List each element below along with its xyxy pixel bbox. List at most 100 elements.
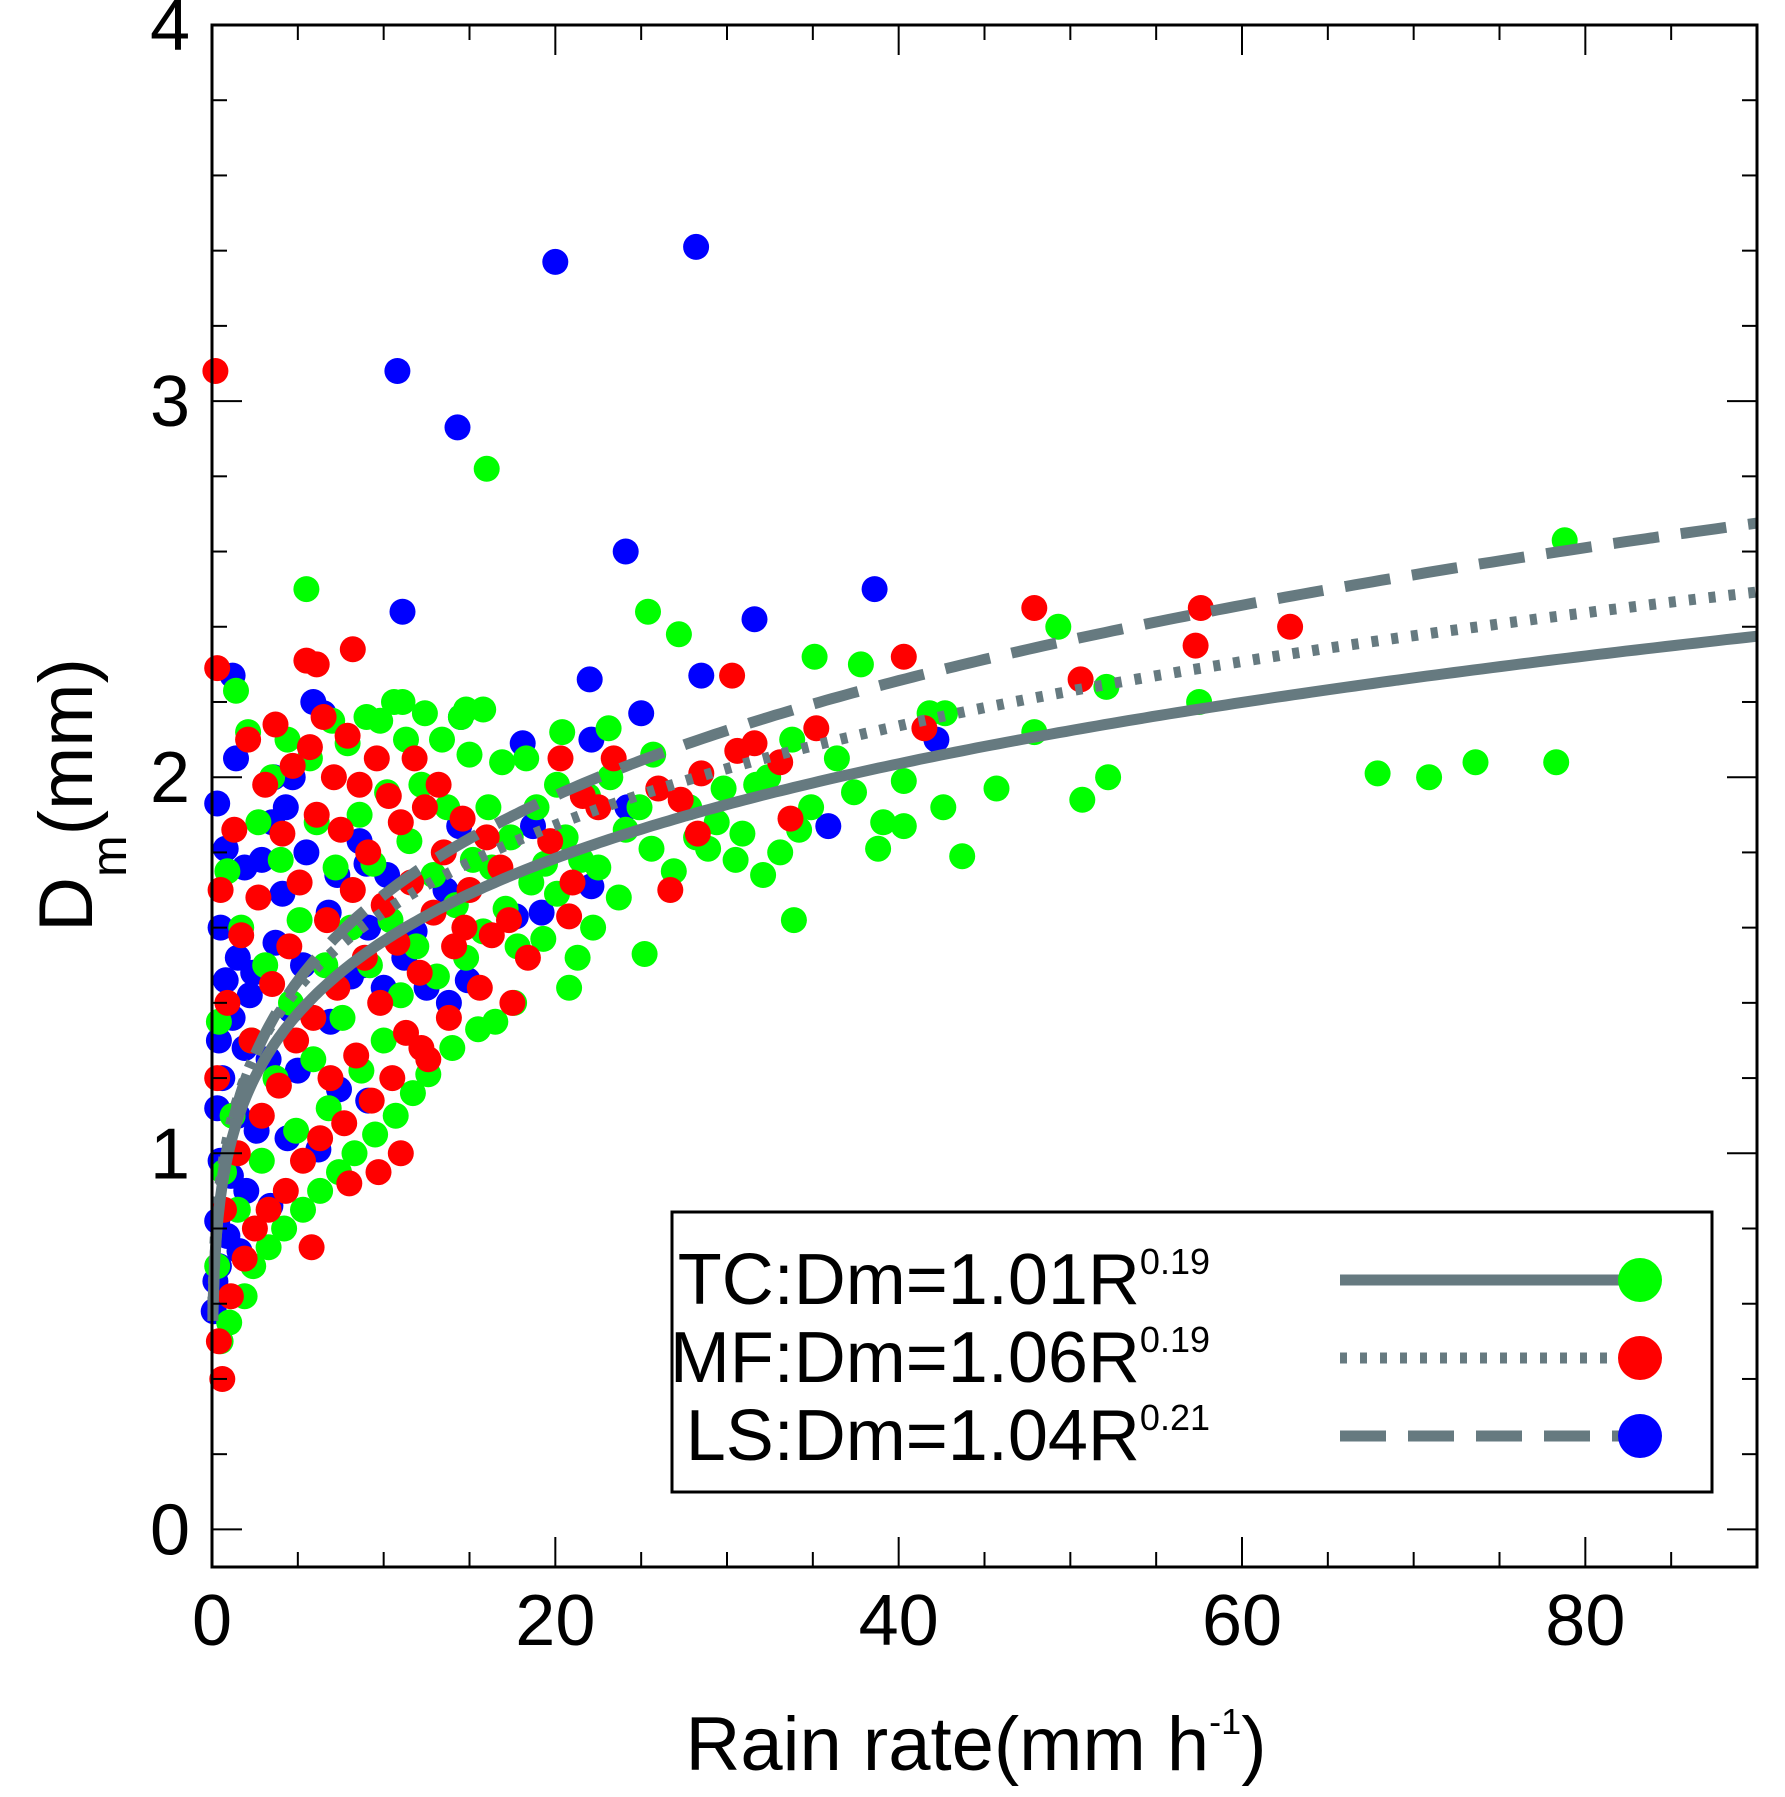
point-ls xyxy=(628,700,655,727)
point-mf xyxy=(336,1170,363,1197)
point-mf xyxy=(314,907,340,934)
point-tc xyxy=(283,1117,310,1144)
point-mf xyxy=(355,839,382,866)
point-tc xyxy=(411,700,438,727)
point-tc xyxy=(1095,764,1122,791)
point-tc xyxy=(362,1121,389,1148)
y-tick-label: 3 xyxy=(150,362,190,442)
point-mf xyxy=(1182,632,1209,659)
point-mf xyxy=(248,1102,275,1129)
point-ls xyxy=(741,606,768,633)
point-mf xyxy=(290,1147,316,1174)
point-tc xyxy=(631,941,658,967)
point-mf xyxy=(657,877,684,903)
point-mf xyxy=(334,722,361,749)
point-mf xyxy=(556,903,583,930)
point-mf xyxy=(204,655,231,682)
point-tc xyxy=(453,696,480,723)
point-mf xyxy=(514,944,541,971)
point-tc xyxy=(949,843,976,870)
point-mf xyxy=(286,869,313,896)
point-tc xyxy=(801,643,828,670)
y-tick-label: 1 xyxy=(150,1114,190,1194)
point-mf xyxy=(365,1159,392,1186)
point-tc xyxy=(823,745,850,772)
legend-marker-tc xyxy=(1618,1258,1662,1302)
axis-ticks xyxy=(211,24,1758,1567)
point-mf xyxy=(303,801,330,828)
y-tick-label: 0 xyxy=(150,1490,190,1570)
legend: TC:Dm=1.01R0.19MF:Dm=1.06R0.19LS:Dm=1.04… xyxy=(670,1210,1714,1494)
point-mf xyxy=(473,824,500,851)
point-mf xyxy=(262,711,289,738)
point-tc xyxy=(353,704,380,730)
point-tc xyxy=(605,884,632,911)
point-mf xyxy=(343,1042,370,1069)
point-mf xyxy=(202,358,229,384)
point-mf xyxy=(231,1245,258,1272)
point-tc xyxy=(703,809,730,836)
legend-label: TC:Dm=1.01R0.19 xyxy=(678,1240,1210,1320)
point-tc xyxy=(456,741,483,768)
point-mf xyxy=(269,820,296,847)
point-mf xyxy=(387,1140,414,1167)
point-tc xyxy=(341,1140,368,1167)
point-tc xyxy=(870,809,897,836)
point-tc xyxy=(429,726,455,753)
point-ls xyxy=(236,982,263,1009)
point-tc xyxy=(1069,786,1096,813)
point-tc xyxy=(1364,760,1391,787)
legend-label: LS:Dm=1.04R0.21 xyxy=(686,1396,1210,1476)
point-mf xyxy=(358,1087,385,1114)
legend-marker-mf xyxy=(1618,1336,1662,1380)
point-tc xyxy=(286,907,313,934)
point-mf xyxy=(339,636,366,663)
point-ls xyxy=(444,414,471,441)
point-mf xyxy=(435,1004,462,1031)
point-ls xyxy=(688,662,715,689)
data-points-layer xyxy=(200,233,1578,1392)
point-mf xyxy=(425,771,452,798)
point-tc xyxy=(248,1147,275,1174)
point-mf xyxy=(451,914,478,941)
point-tc xyxy=(798,794,825,821)
point-ls xyxy=(204,790,231,817)
point-tc xyxy=(1543,749,1570,776)
legend-label: MF:Dm=1.06R0.19 xyxy=(670,1318,1210,1398)
point-tc xyxy=(518,869,545,896)
point-mf xyxy=(214,989,241,1016)
x-tick-label: 20 xyxy=(515,1581,595,1661)
point-mf xyxy=(303,651,330,678)
point-mf xyxy=(272,1177,299,1204)
point-tc xyxy=(750,862,777,888)
point-ls xyxy=(542,248,569,275)
point-mf xyxy=(466,974,493,1001)
point-tc xyxy=(329,1004,356,1031)
point-tc xyxy=(271,1215,298,1242)
point-mf xyxy=(235,726,262,753)
legend-box xyxy=(670,1210,1714,1494)
point-mf xyxy=(228,922,255,949)
point-tc xyxy=(779,726,806,753)
point-mf xyxy=(207,877,234,903)
y-tick-label: 4 xyxy=(150,0,190,66)
point-tc xyxy=(595,715,622,742)
point-mf xyxy=(221,816,248,843)
point-tc xyxy=(223,677,249,704)
point-mf xyxy=(777,805,804,832)
point-tc xyxy=(665,621,692,648)
x-tick-label: 80 xyxy=(1545,1581,1625,1661)
x-tick-labels: 0 20 40 60 80 xyxy=(192,1581,1625,1661)
point-ls xyxy=(683,233,710,260)
point-mf xyxy=(346,771,373,798)
point-tc xyxy=(930,794,957,821)
point-mf xyxy=(255,1196,282,1223)
point-mf xyxy=(339,877,366,903)
point-mf xyxy=(265,1072,292,1099)
x-axis-title: Rain rate(mm h-1) xyxy=(685,1701,1266,1787)
point-ls xyxy=(223,745,249,772)
point-mf xyxy=(478,922,505,949)
point-mf xyxy=(331,1110,358,1137)
legend-entry-mf: MF:Dm=1.06R0.19 xyxy=(670,1318,1662,1398)
point-mf xyxy=(279,752,306,779)
